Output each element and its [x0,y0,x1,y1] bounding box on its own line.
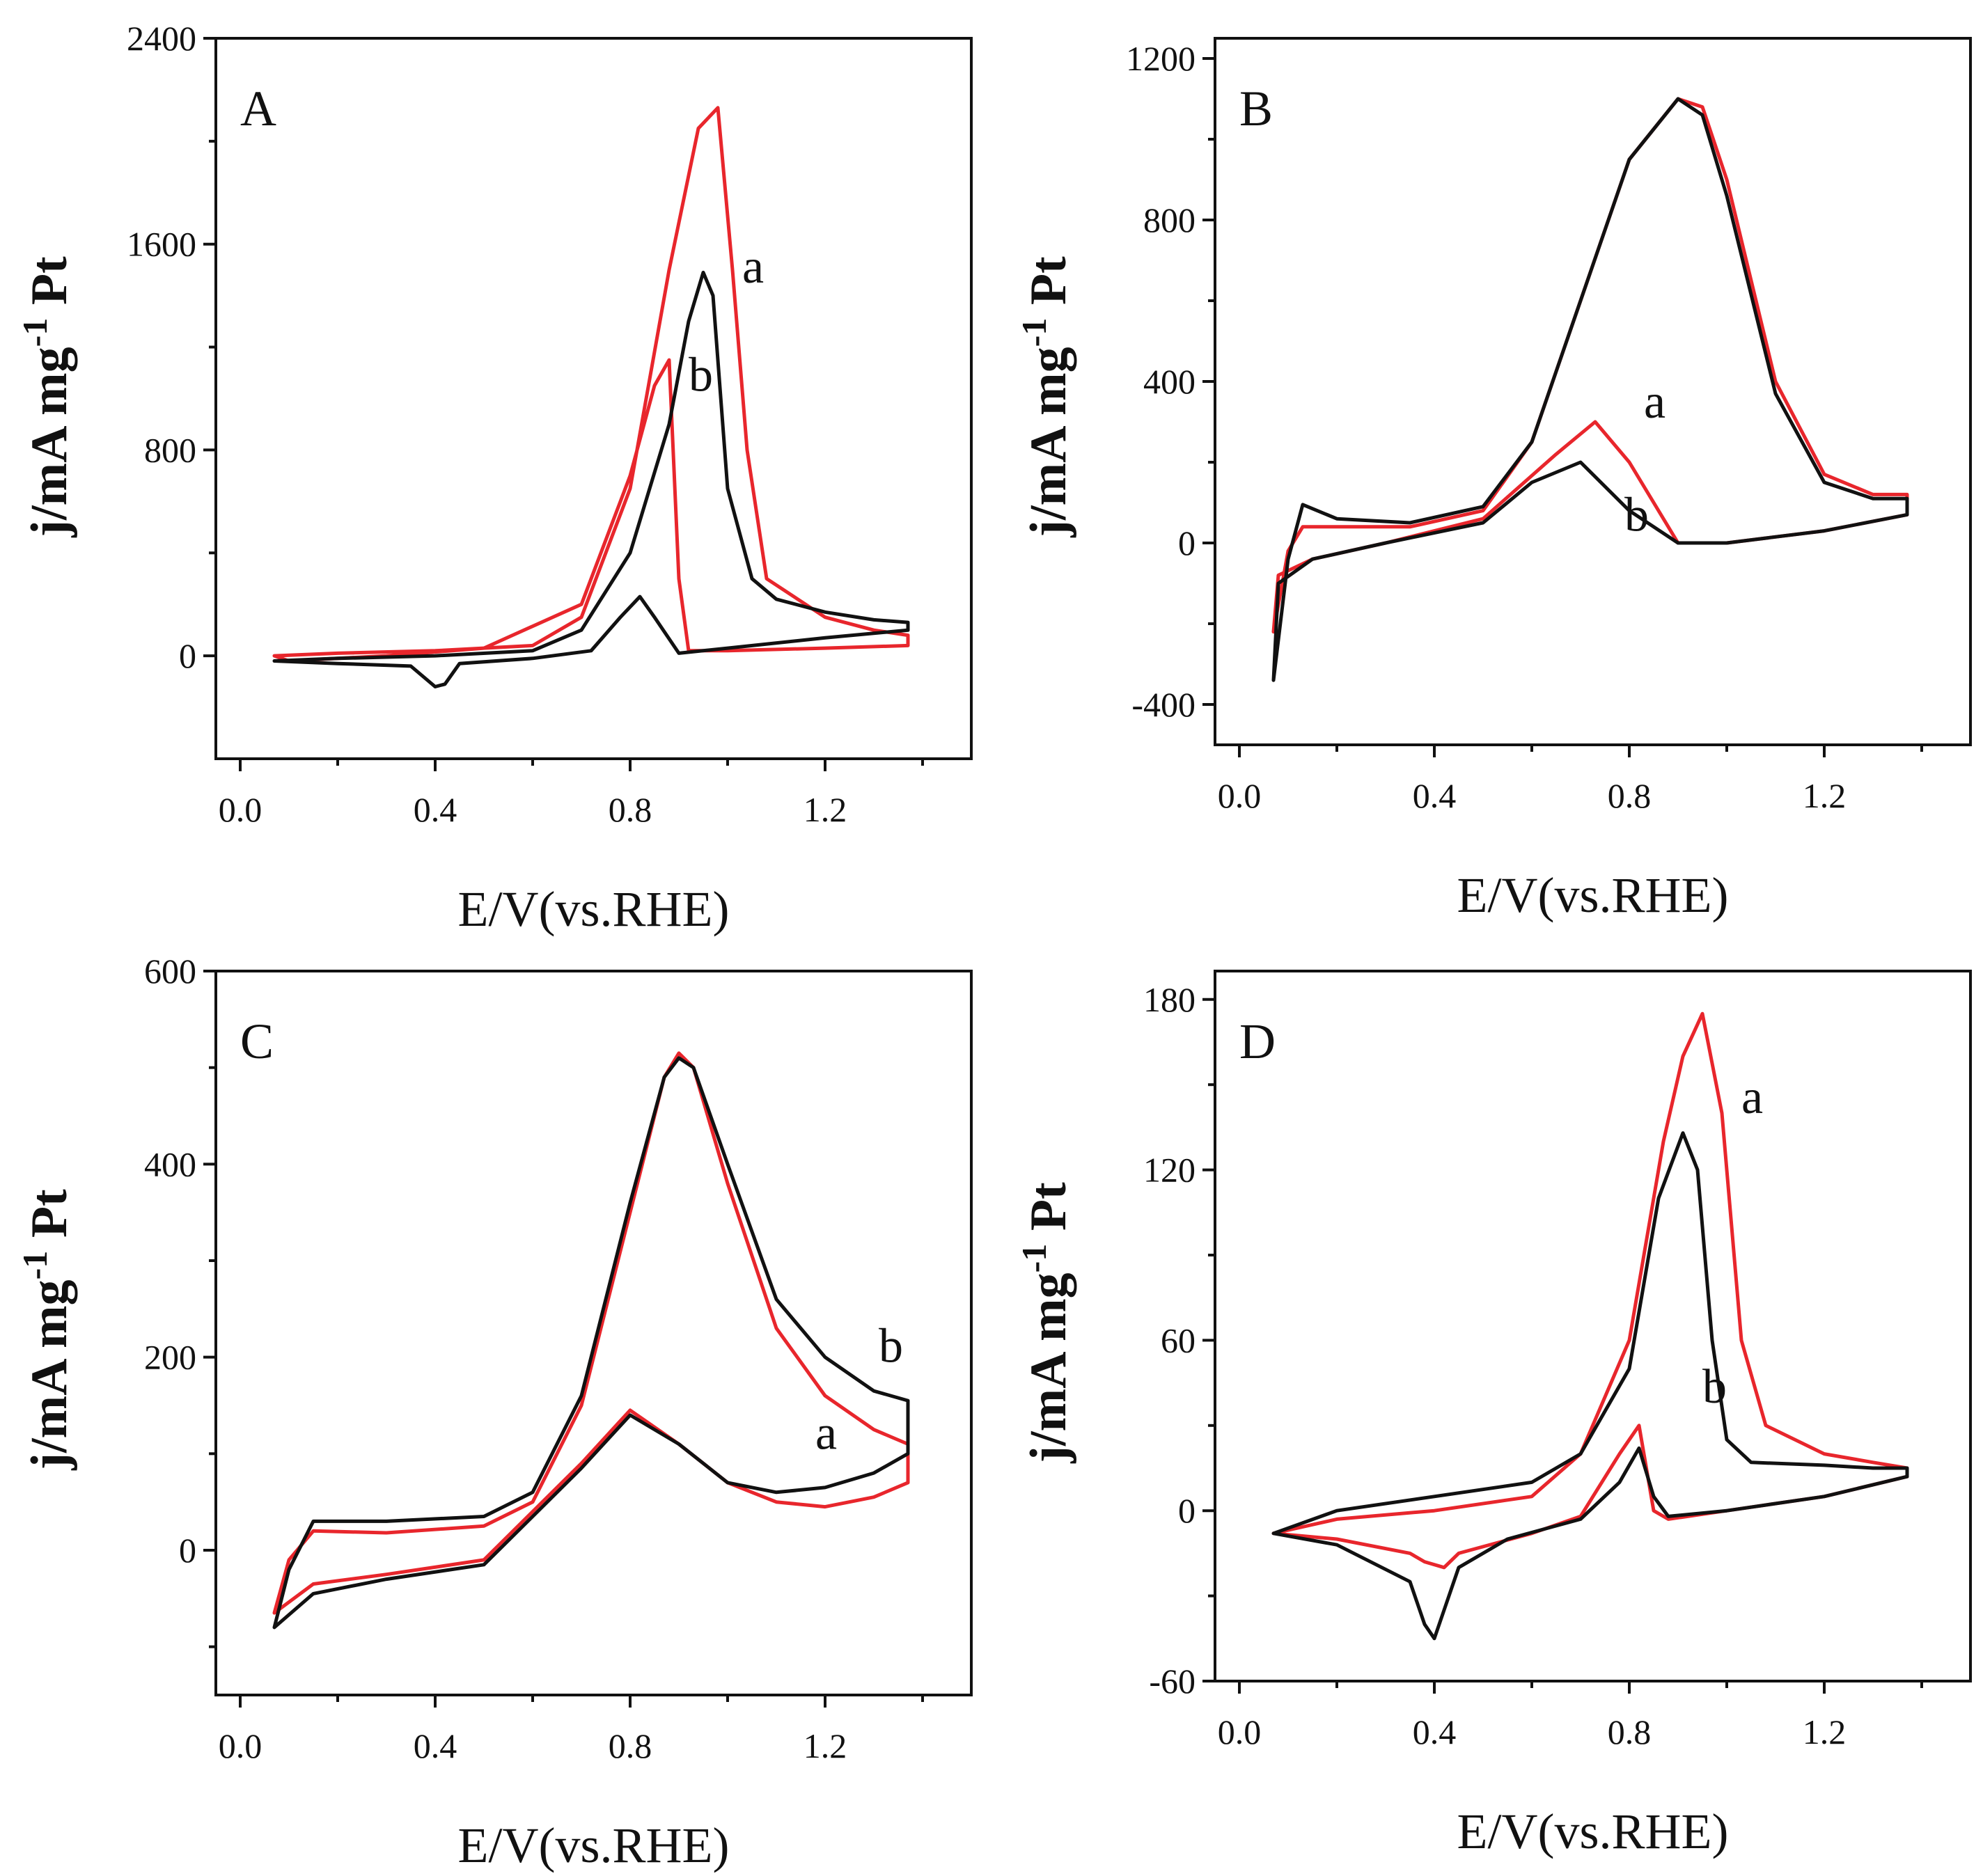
y-tick-label: -60 [1149,1662,1196,1701]
y-axis-title-main: j/mA mg [21,1279,78,1470]
y-tick-label: 2400 [127,19,196,58]
curve-label-b: b [879,1320,903,1373]
y-axis-title-superscript: -1 [1014,318,1053,347]
panel-b-series-a [1271,97,1909,634]
panel-b-frame [1214,37,1972,746]
panel-c: 0.0 0.4 0.8 1.2 0 200 400 600 ba C E/V(vs.RHE) j/mA… [15,952,973,1873]
y-tick-label: 800 [144,430,196,469]
x-tick-label: 0.0 [219,790,262,829]
y-axis-title-unit: Pt [21,1189,78,1251]
panel-a: 0.0 0.4 0.8 1.2 0 800 1600 2400 ab A E/V(vs.RHE) j/… [15,19,973,937]
y-tick-label: 180 [1143,980,1196,1019]
y-tick-label: 1600 [127,225,196,264]
panel-a-frame [214,37,973,760]
y-axis-title: j/mA mg-1 Pt [15,256,78,538]
y-axis-title: j/mA mg-1 Pt [1014,256,1077,538]
y-tick-label: 0 [179,1531,196,1570]
panel-a-series-a [272,106,910,663]
y-axis-title-main: j/mA mg [1020,1272,1077,1463]
x-tick-label: 1.2 [804,790,847,829]
x-tick-label: 0.8 [1608,1712,1652,1751]
x-tick-label: 0.4 [1413,1712,1457,1751]
x-axis-title: E/V(vs.RHE) [458,881,730,937]
y-axis-title-main: j/mA mg [1020,347,1077,537]
curve-label-b: b [1702,1360,1727,1414]
x-tick-label: 1.2 [1803,776,1847,815]
x-tick-label: 0.0 [1218,1712,1262,1751]
y-axis-title-superscript: -1 [15,1251,54,1280]
x-tick-label: 1.2 [1803,1712,1847,1751]
panel-b: 0.0 0.4 0.8 1.2 -400 0 400 800 1200 a b B E/V(vs.RHE… [1014,37,1972,923]
x-tick-label: 0.8 [609,790,652,829]
panel-label: C [240,1014,274,1069]
panel-c-series-b [272,1056,910,1630]
y-tick-label: 0 [1178,1491,1196,1530]
panel-d-frame [1214,970,1972,1682]
panel-label: B [1239,81,1273,136]
x-tick-label: 0.4 [1413,776,1457,815]
x-tick-label: 0.0 [219,1726,262,1765]
x-tick-label: 0.0 [1218,776,1262,815]
y-tick-label: 120 [1143,1151,1196,1190]
panel-c-frame [214,970,973,1696]
y-axis-title-unit: Pt [21,256,78,318]
x-axis-title: E/V(vs.RHE) [458,1818,730,1873]
y-tick-label: 600 [144,952,196,991]
y-axis-title-superscript: -1 [1014,1244,1053,1273]
curve-label-a: a [1644,375,1665,429]
panel-d: 0.0 0.4 0.8 1.2 -60 0 60 120 180 a b D E/V(vs.RHE) j/… [1014,970,1972,1859]
y-tick-label: 0 [1178,523,1196,562]
x-tick-label: 0.8 [1608,776,1652,815]
curve-label-a: a [1741,1071,1763,1124]
y-tick-label: 0 [179,636,196,675]
x-tick-label: 0.8 [609,1726,652,1765]
y-tick-label: 800 [1143,200,1196,239]
y-tick-label: 400 [1143,362,1196,401]
panel-d-series-b [1271,1131,1909,1641]
y-axis-title-unit: Pt [1020,1182,1077,1244]
y-axis-title: j/mA mg-1 Pt [1014,1182,1077,1464]
x-tick-label: 0.4 [414,790,457,829]
x-axis-title: E/V(vs.RHE) [1457,1804,1729,1859]
y-tick-label: 1200 [1126,39,1196,78]
panel-label: D [1239,1014,1276,1069]
panel-d-series-a [1271,1011,1909,1570]
panel-label: A [240,81,276,136]
y-tick-label: -400 [1131,685,1196,724]
y-axis-title-unit: Pt [1020,256,1077,318]
curve-label-b: b [689,348,713,402]
curve-label-b: b [1624,489,1649,542]
y-axis-title-main: j/mA mg [21,347,78,537]
curve-label-a: a [742,240,764,294]
panel-b-series-b [1271,97,1909,682]
x-tick-label: 0.4 [414,1726,457,1765]
x-axis-title: E/V(vs.RHE) [1457,867,1729,923]
x-tick-label: 1.2 [804,1726,847,1765]
y-tick-label: 200 [144,1338,196,1377]
panel-c-series-a [272,1051,910,1615]
curve-label-a: a [815,1406,837,1460]
y-axis-title: j/mA mg-1 Pt [15,1189,78,1471]
panel-a-series-b [272,270,910,688]
y-tick-label: 400 [144,1144,196,1183]
y-axis-title-superscript: -1 [15,318,54,347]
y-tick-label: 60 [1161,1321,1196,1359]
